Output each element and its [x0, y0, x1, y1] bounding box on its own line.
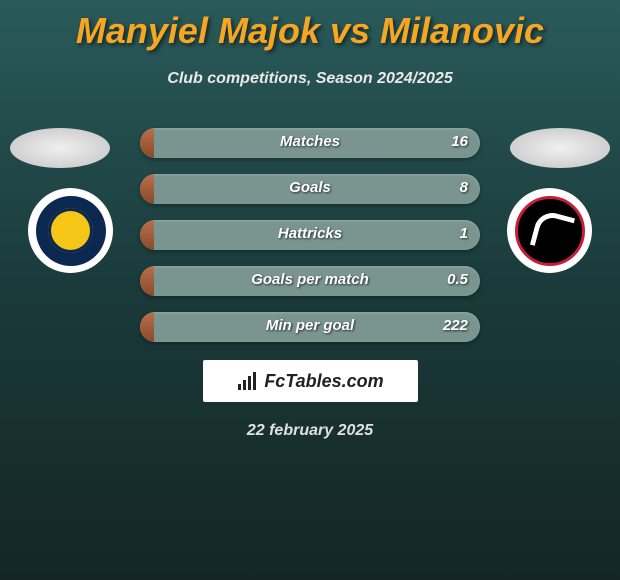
stat-bar-matches: Matches 16	[140, 128, 480, 158]
stat-value-right: 16	[451, 133, 468, 150]
stat-bars: Matches 16 Goals 8 Hattricks 1 Goals per…	[140, 128, 480, 342]
mariners-icon	[36, 196, 106, 266]
stats-area: Matches 16 Goals 8 Hattricks 1 Goals per…	[0, 128, 620, 440]
stat-label: Hattricks	[278, 225, 342, 242]
stat-bar-fill	[140, 128, 154, 158]
stat-bar-goals-per-match: Goals per match 0.5	[140, 266, 480, 296]
stat-bar-fill	[140, 312, 154, 342]
stat-value-right: 222	[443, 317, 468, 334]
brand-logo[interactable]: FcTables.com	[203, 360, 418, 402]
stat-bar-fill	[140, 174, 154, 204]
stat-bar-min-per-goal: Min per goal 222	[140, 312, 480, 342]
stat-value-right: 1	[460, 225, 468, 242]
stat-bar-goals: Goals 8	[140, 174, 480, 204]
stat-bar-fill	[140, 220, 154, 250]
stat-value-right: 0.5	[447, 271, 468, 288]
stat-label: Goals per match	[251, 271, 369, 288]
stat-bar-fill	[140, 266, 154, 296]
club-badge-right	[507, 188, 592, 273]
comparison-title: Manyiel Majok vs Milanovic	[0, 0, 620, 52]
stat-label: Min per goal	[266, 317, 354, 334]
club-badge-left	[28, 188, 113, 273]
stat-bar-hattricks: Hattricks 1	[140, 220, 480, 250]
date-text: 22 february 2025	[0, 422, 620, 440]
stat-label: Goals	[289, 179, 331, 196]
stat-value-right: 8	[460, 179, 468, 196]
wanderers-icon	[515, 196, 585, 266]
stat-label: Matches	[280, 133, 340, 150]
brand-logo-text: FcTables.com	[264, 371, 383, 392]
player-avatar-left	[10, 128, 110, 168]
chart-icon	[236, 370, 258, 392]
subtitle: Club competitions, Season 2024/2025	[0, 70, 620, 88]
player-avatar-right	[510, 128, 610, 168]
